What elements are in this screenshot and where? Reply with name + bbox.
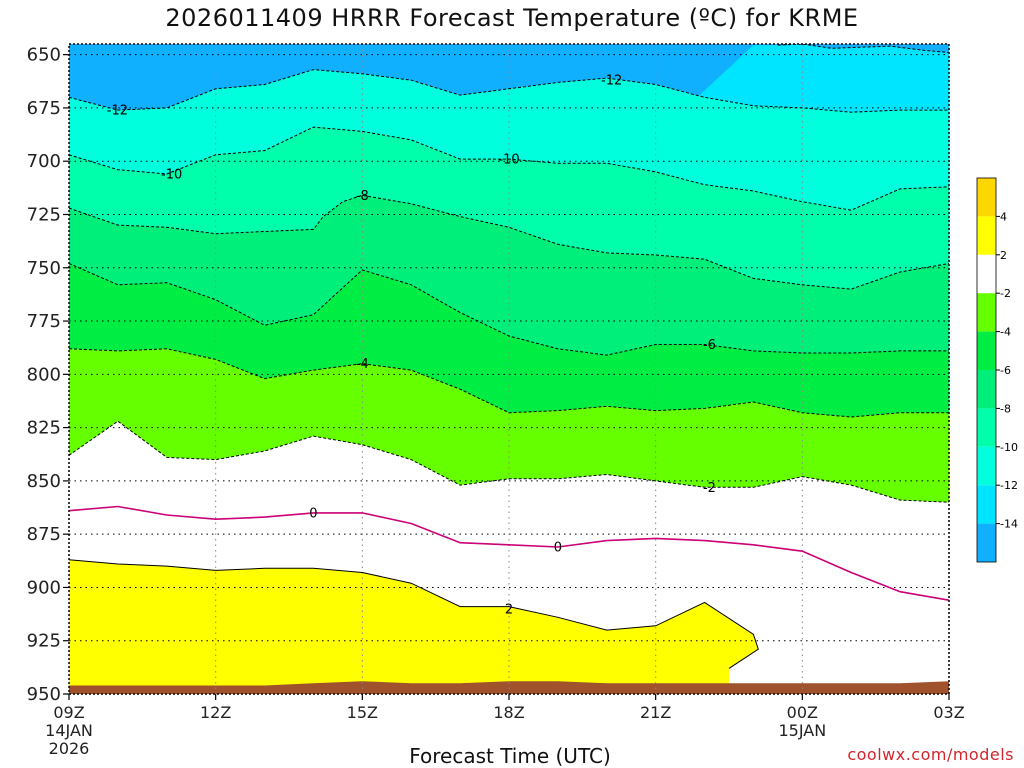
y-tick-label-775: 775 [27,311,61,332]
grid-lines [69,44,949,694]
y-tick-label-700: 700 [27,151,61,172]
colorbar-label-6: -10 [1000,441,1018,454]
colorbar-label-2: -2 [1000,287,1011,300]
x-tick-label-h15-0: 00Z [787,703,818,722]
colorbar-label-5: -8 [1000,402,1011,415]
contour-line-minus2 [69,420,949,503]
contour-line-minus10 [69,126,949,211]
contour-label-0: -12 [107,104,128,119]
colorbar-swatch-4 [977,331,996,370]
y-tick-label-800: 800 [27,364,61,385]
colorbar-swatch-2 [977,254,996,294]
contour-label-7: -2 [703,481,716,496]
y-tick-label-825: 825 [27,418,61,439]
colorbar-swatch-5 [977,370,996,409]
contour-label-3: -10 [498,153,519,168]
colorbar-swatch-6 [977,408,996,447]
x-tick-label-h12-0: 21Z [640,703,671,722]
contour-label-6: -4 [356,357,369,372]
y-tick-label-675: 675 [27,98,61,119]
x-tick-label-h15-1: 15JAN [778,721,826,740]
contour-label-8: 0 [309,506,317,521]
colorbar-swatch-0 [977,178,996,217]
y-tick-label-725: 725 [27,204,61,225]
contour-line-2 [69,559,759,669]
contour-labels: -12 -12 -10 -10 -8 -6 -4 -2 0 0 2 [107,74,716,618]
x-tick-label-h0-2: 2026 [49,739,90,758]
band-plus2-plus4 [69,559,759,694]
colorbar-label-3: -4 [1000,326,1011,339]
colorbar-label-8: -14 [1000,518,1018,531]
colorbar-swatch-8 [977,485,996,524]
y-tick-label-900: 900 [27,577,61,598]
colorbar-label-1: 2 [1000,249,1007,262]
contour-label-2: -10 [161,168,182,183]
colorbar-label-7: -12 [1000,479,1018,492]
x-tick-label-h18-0: 03Z [933,703,964,722]
colorbar-label-4: -6 [1000,364,1011,377]
y-tick-label-875: 875 [27,524,61,545]
contour-line-0 [69,505,949,601]
contour-line-minus12 [69,69,949,113]
x-axis-label: Forecast Time (UTC) [409,744,611,768]
credit-text: coolwx.com/models [847,745,1014,764]
x-tick-label-h0-1: 14JAN [45,721,93,740]
colorbar-swatch-3 [977,293,996,332]
x-tick-label-h9-0: 18Z [493,703,524,722]
contour-label-4: -8 [356,189,369,204]
y-tick-label-650: 650 [27,45,61,66]
y-tick-label-950: 950 [27,684,61,705]
x-tick-label-h6-0: 15Z [347,703,378,722]
x-tick-label-h0-0: 09Z [53,703,84,722]
contour-label-10: 2 [505,602,513,617]
contour-label-1: -12 [601,74,622,89]
contour-label-9: 0 [554,540,562,555]
contour-line-minus6 [69,263,949,356]
y-tick-label-750: 750 [27,258,61,279]
colorbar-label-0: 4 [1000,210,1007,223]
x-tick-label-h3-0: 12Z [200,703,231,722]
contour-line-minus8 [69,194,949,290]
colorbar-legend: 4 2 -2 -4 -6 -8 -10 -12 -14 [976,177,1018,563]
pressure-axis: 650 675 700 725 750 775 800 825 850 875 900 925 950 [27,45,69,705]
contour-line-minus4 [69,348,949,418]
colorbar-swatch-9 [977,523,996,562]
contour-label-5: -6 [703,338,716,353]
colorbar-swatch-1 [977,216,996,255]
page-title: 2026011409 HRRR Forecast Temperature (ºC… [165,4,859,32]
y-tick-label-850: 850 [27,471,61,492]
y-tick-label-925: 925 [27,631,61,652]
colorbar-swatch-7 [977,446,996,486]
